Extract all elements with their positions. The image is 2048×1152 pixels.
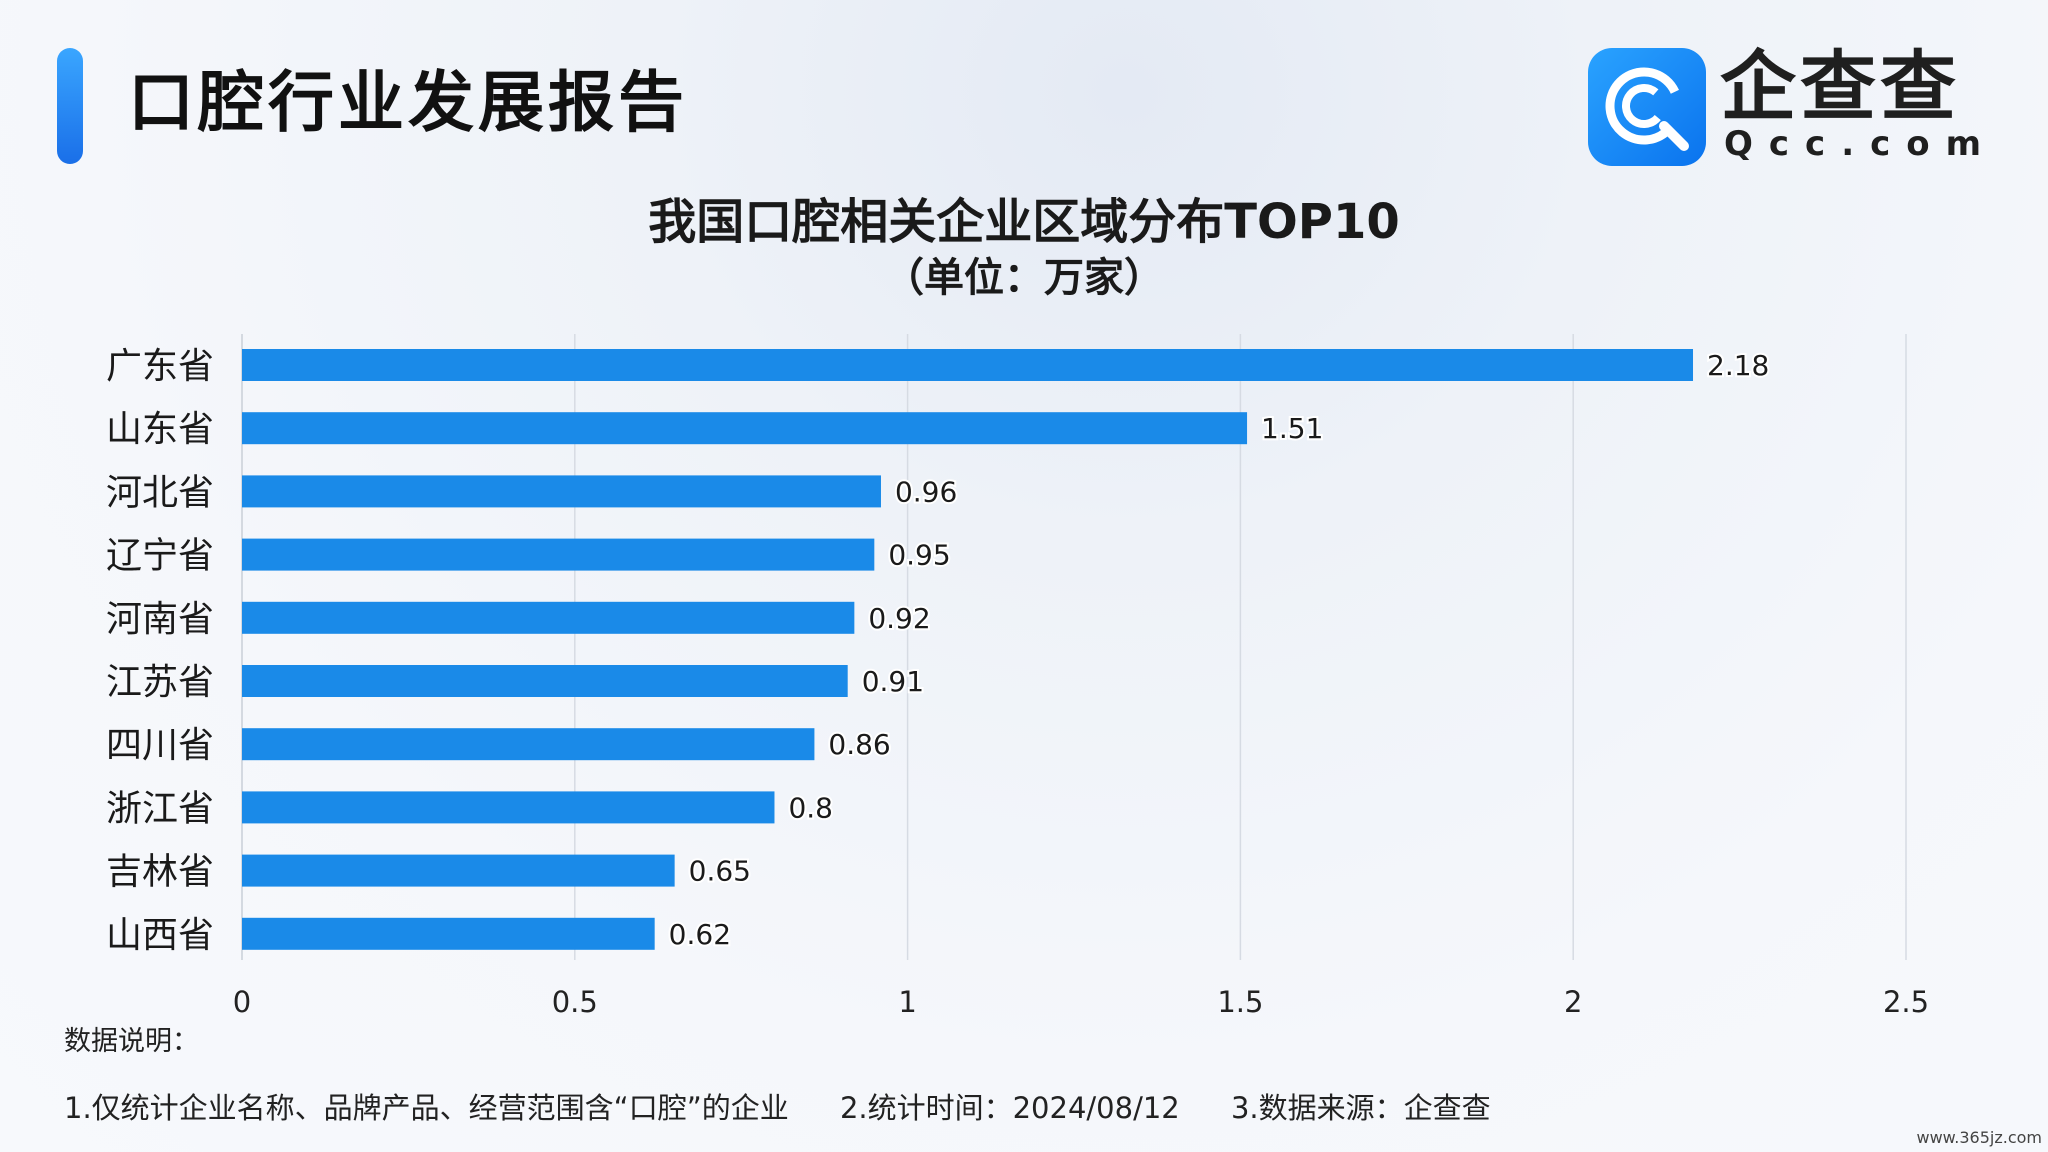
data-label: 0.91 [862,665,924,698]
bar [242,791,775,824]
bar [242,475,881,508]
category-label: 山东省 [106,409,214,450]
category-label: 广东省 [106,346,214,387]
bar [242,854,675,887]
x-tick-label: 1.5 [1217,985,1263,1019]
x-tick-label: 0 [233,985,251,1019]
category-label: 山西省 [106,915,214,956]
bar [242,412,1248,445]
x-tick-label: 0.5 [552,985,598,1019]
category-label: 河南省 [106,599,214,640]
bar [242,728,815,761]
data-label: 2.18 [1707,349,1769,382]
notes-line: 1.仅统计企业名称、品牌产品、经营范围含“口腔”的企业 2.统计时间：2024/… [64,1088,1533,1128]
category-label: 辽宁省 [106,536,214,577]
note-item: 3.数据来源：企查查 [1230,1091,1491,1125]
data-label: 0.8 [788,791,833,824]
watermark: www.365jz.com [1916,1128,2042,1147]
note-item: 2.统计时间：2024/08/12 [839,1091,1180,1125]
notes-title: 数据说明： [64,1026,199,1057]
note-item: 1.仅统计企业名称、品牌产品、经营范围含“口腔”的企业 [64,1091,789,1125]
qcc-logo-glyph [1605,67,1689,151]
data-label: 0.86 [828,728,890,761]
logo-wordmark-en: Qcc.com [1724,124,1998,164]
data-label: 1.51 [1261,412,1323,445]
data-label: 0.92 [868,602,930,635]
chart-subtitle: （单位：万家） [884,255,1164,301]
category-label: 四川省 [106,725,214,766]
category-label: 浙江省 [106,788,214,829]
bar [242,349,1694,381]
logo-wordmark-cn: 企查查 [1720,42,1960,131]
bar [242,917,655,950]
title-accent-bar [57,48,83,164]
category-label: 河北省 [106,472,214,513]
data-label: 0.95 [888,539,950,572]
data-label: 0.96 [895,475,957,508]
category-label: 江苏省 [106,662,214,703]
bar [242,665,848,697]
report-title: 口腔行业发展报告 [128,64,688,141]
x-tick-label: 1 [898,985,916,1019]
bar [242,538,875,571]
data-label: 0.62 [669,918,731,951]
category-label: 吉林省 [106,852,214,893]
data-label: 0.65 [689,855,751,888]
x-tick-label: 2.5 [1883,985,1929,1019]
chart-title: 我国口腔相关企业区域分布TOP10 [648,194,1400,250]
bar [242,601,855,634]
x-tick-label: 2 [1564,985,1582,1019]
qcc-logo-icon [1588,48,1706,166]
